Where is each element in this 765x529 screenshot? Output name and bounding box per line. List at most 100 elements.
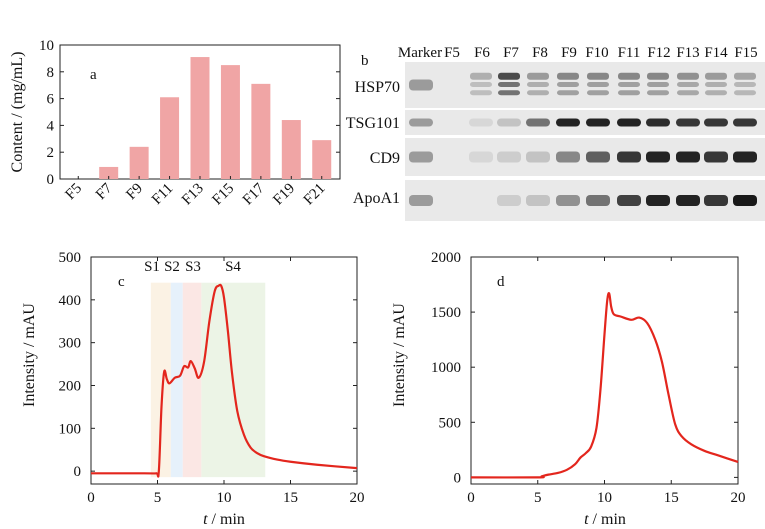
panel-b-lane-label: F6 <box>474 45 490 61</box>
panel-b-lane-label: F10 <box>585 45 608 61</box>
panel-d-frame <box>470 256 739 485</box>
panel-c-ylabel: Intensity / mAU <box>21 303 38 407</box>
panel-c-xlabel-var: t <box>203 511 208 528</box>
panel-b-band <box>498 72 520 80</box>
panel-b-band <box>526 151 550 163</box>
panel-a-bar <box>220 65 240 179</box>
panel-b-band <box>469 151 493 163</box>
panel-d-xlabel: t / min <box>584 511 626 528</box>
panel-b-band <box>526 118 550 127</box>
panel-b-band <box>705 90 727 96</box>
panel-b-band <box>617 195 641 206</box>
panel-b-band <box>677 72 699 80</box>
panel-c-xlabel-unit: / min <box>208 511 245 528</box>
panel-b-band <box>733 151 757 163</box>
panel-b-band <box>676 195 700 206</box>
panel-b-band <box>497 195 521 206</box>
panel-a-bar <box>281 120 301 179</box>
panel-d-line-chart: Intensity / mAU d t / min 0 500 1000 1500 20… <box>391 250 746 528</box>
panel-b-row-label: TSG101 <box>346 115 400 132</box>
panel-d-series-line <box>470 292 739 479</box>
panel-b-band <box>526 195 550 206</box>
panel-d-ylabel: Intensity / mAU <box>391 303 408 407</box>
panel-b-band <box>734 82 756 87</box>
panel-a-xtick-label: F11 <box>149 181 176 208</box>
panel-b-band <box>409 151 433 163</box>
panel-b-row-label: HSP70 <box>355 79 400 96</box>
panel-c-xtick-label: 5 <box>154 490 162 506</box>
panel-b-band <box>676 118 700 127</box>
panel-d-xtick-label: 15 <box>664 490 679 506</box>
panel-b-band <box>556 151 580 163</box>
panel-a-letter: a <box>90 67 97 83</box>
panel-b-band <box>618 72 640 80</box>
panel-b-band <box>527 90 549 96</box>
panel-b-band <box>734 72 756 80</box>
panel-b-band <box>647 72 669 80</box>
panel-a-xtick-label: F19 <box>270 181 298 209</box>
panel-a-xtick-label: F7 <box>93 180 116 203</box>
panel-a-xtick-label: F9 <box>123 181 146 204</box>
panel-b-band <box>497 118 521 127</box>
panel-d-xtick-label: 5 <box>534 490 542 506</box>
panel-b-band <box>557 90 579 96</box>
panel-b-band <box>470 82 492 87</box>
panel-b-lane-label: F15 <box>734 45 757 61</box>
panel-b-band <box>409 79 433 91</box>
panel-c-ytick-label: 0 <box>74 464 82 480</box>
panel-b-band <box>498 82 520 87</box>
panel-b-band <box>470 72 492 80</box>
panel-b-lane-label: F11 <box>618 45 641 61</box>
panel-d-xtick-label: 10 <box>597 490 612 506</box>
panel-b-band <box>617 151 641 163</box>
panel-a-bar <box>251 83 271 179</box>
panel-d-ytick-label: 2000 <box>431 250 461 266</box>
panel-b-band <box>557 72 579 80</box>
panel-b-lane-label: F14 <box>704 45 728 61</box>
panel-b-band <box>586 118 610 127</box>
panel-b-lane-label: F9 <box>561 45 577 61</box>
panel-b-band <box>705 72 727 80</box>
panel-c-xtick-label: 20 <box>350 490 365 506</box>
panel-a-bar <box>312 140 332 179</box>
panel-b-band <box>587 72 609 80</box>
panel-c-ytick-label: 400 <box>59 293 82 309</box>
panel-b-band <box>586 151 610 163</box>
panel-b-band <box>586 195 610 206</box>
panel-a-bar <box>129 146 149 179</box>
panel-b-band <box>556 195 580 206</box>
panel-b-letter: b <box>361 53 369 69</box>
panel-b-band <box>469 118 493 127</box>
panel-b-band <box>676 151 700 163</box>
panel-c-series-line <box>91 283 358 478</box>
panel-d-xlabel-var: t <box>584 511 589 528</box>
panel-b-band <box>618 90 640 96</box>
panel-d-xlabel-unit: / min <box>589 511 626 528</box>
panel-b-band <box>704 195 728 206</box>
panel-d-xtick-label: 20 <box>731 490 746 506</box>
panel-b-band <box>618 82 640 87</box>
panel-b-band <box>704 151 728 163</box>
panel-d-ytick-label: 1000 <box>431 360 461 376</box>
panel-a-bar <box>160 97 180 179</box>
panel-a-ylabel: Content / (mg/mL) <box>9 52 26 173</box>
panel-c-ytick-label: 500 <box>59 250 82 266</box>
panel-b-band <box>527 72 549 80</box>
panel-d-ytick-label: 1500 <box>431 305 461 321</box>
panel-b-band <box>705 82 727 87</box>
panel-a-ytick-label: 4 <box>47 118 55 134</box>
panel-b-band <box>409 118 433 127</box>
panel-c-region-label: S3 <box>185 259 201 275</box>
panel-c-letter: c <box>118 274 125 290</box>
panel-a-xtick-label: F21 <box>301 181 329 209</box>
panel-c-ytick-label: 300 <box>59 336 82 352</box>
panel-b-band <box>677 82 699 87</box>
panel-c-xtick-label: 15 <box>283 490 298 506</box>
panel-b-lane-label: Marker <box>398 45 442 61</box>
panel-d-xtick-label: 0 <box>467 490 475 506</box>
panel-b-band <box>497 151 521 163</box>
panel-c-region-label: S2 <box>164 259 180 275</box>
panel-b-western-blot: b Marker F5 F6 F7 F8 F9 F10 F11 F12 F13 F14 F15 HSP7… <box>346 45 765 221</box>
